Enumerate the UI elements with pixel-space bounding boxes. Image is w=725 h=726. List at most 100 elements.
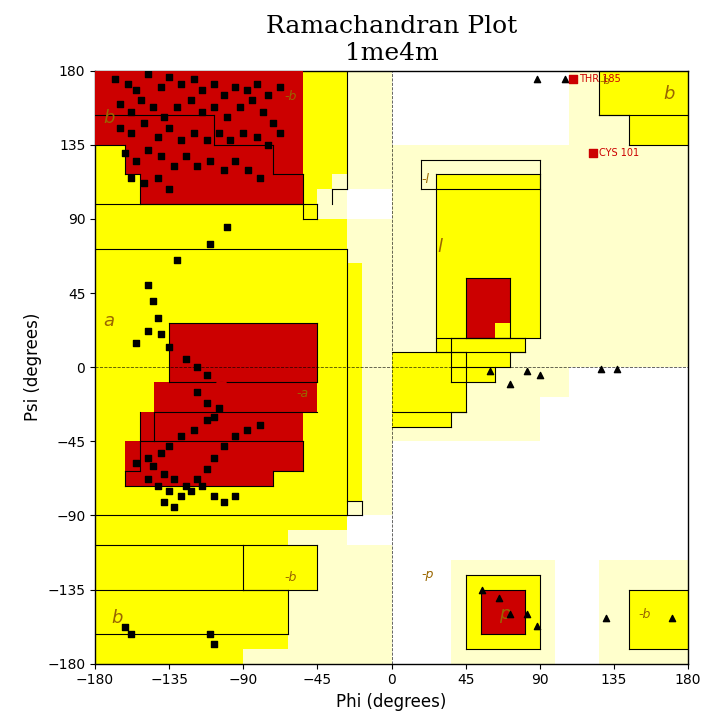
Point: [229, 81, 241, 93]
Point: [159, 497, 170, 508]
Point: [147, 101, 159, 113]
Point: [142, 144, 154, 155]
Point: [218, 164, 229, 176]
Point: [163, 485, 175, 497]
Point: [130, 85, 142, 97]
Text: -b: -b: [639, 608, 651, 621]
Point: [213, 128, 225, 139]
Point: [196, 480, 208, 492]
Point: [191, 160, 203, 172]
Point: [125, 628, 137, 640]
Point: [130, 337, 142, 348]
Text: -b: -b: [284, 90, 297, 103]
Point: [238, 128, 249, 139]
Text: b: b: [112, 608, 123, 627]
Point: [600, 612, 611, 624]
Point: [175, 134, 186, 146]
Point: [119, 147, 130, 159]
Text: CYS 101: CYS 101: [599, 148, 639, 158]
Point: [185, 485, 196, 497]
Text: A: A: [214, 373, 228, 391]
Bar: [95, 70, 214, 115]
Point: [208, 452, 220, 464]
Point: [142, 473, 154, 485]
Text: -p: -p: [421, 568, 434, 581]
Bar: [244, 590, 288, 634]
Point: [196, 85, 208, 97]
Bar: [392, 397, 540, 441]
Point: [147, 460, 159, 472]
Point: [109, 73, 120, 85]
Bar: [95, 634, 244, 664]
Point: [241, 424, 252, 436]
Point: [159, 111, 170, 123]
Text: l: l: [438, 238, 443, 256]
Bar: [465, 278, 510, 323]
Bar: [169, 323, 318, 382]
Point: [188, 128, 199, 139]
Point: [175, 431, 186, 442]
Bar: [436, 338, 525, 352]
Bar: [481, 590, 525, 634]
Point: [155, 447, 167, 459]
Point: [204, 238, 216, 250]
Bar: [214, 70, 273, 145]
Point: [155, 150, 167, 162]
Bar: [629, 590, 688, 649]
Point: [521, 364, 532, 376]
Bar: [332, 219, 347, 248]
Text: b: b: [103, 110, 115, 128]
Point: [251, 131, 262, 142]
Point: [152, 172, 163, 184]
Bar: [347, 264, 362, 501]
Bar: [436, 174, 540, 338]
Point: [505, 378, 516, 389]
Bar: [214, 515, 288, 545]
Point: [180, 150, 191, 162]
Point: [202, 463, 213, 475]
Point: [175, 490, 186, 502]
Point: [268, 118, 279, 129]
Bar: [95, 515, 214, 545]
Bar: [629, 115, 688, 145]
Bar: [465, 323, 495, 338]
Bar: [95, 545, 244, 590]
Point: [136, 94, 147, 106]
Point: [242, 164, 254, 176]
Bar: [302, 204, 318, 219]
Point: [180, 353, 191, 364]
Bar: [569, 70, 688, 367]
Point: [202, 398, 213, 409]
Point: [152, 312, 163, 324]
Text: THR 185: THR 185: [579, 74, 621, 84]
Point: [175, 78, 186, 90]
Bar: [288, 515, 347, 530]
Bar: [347, 219, 392, 515]
Point: [262, 89, 274, 101]
Point: [246, 94, 257, 106]
Point: [152, 480, 163, 492]
Bar: [392, 412, 451, 426]
Point: [208, 101, 220, 113]
Y-axis label: Psi (degrees): Psi (degrees): [24, 313, 41, 421]
Point: [114, 98, 125, 110]
Point: [218, 441, 229, 452]
Text: B: B: [115, 70, 128, 88]
Point: [254, 419, 265, 431]
Point: [188, 424, 199, 436]
Point: [188, 73, 199, 85]
Point: [208, 78, 220, 90]
Point: [138, 118, 150, 129]
Point: [125, 172, 137, 184]
Point: [531, 620, 542, 632]
Bar: [451, 560, 555, 664]
Bar: [95, 70, 347, 219]
Point: [224, 134, 236, 146]
Point: [257, 106, 269, 118]
Point: [119, 621, 130, 633]
Point: [142, 279, 154, 290]
Point: [155, 328, 167, 340]
Point: [168, 160, 180, 172]
Text: p: p: [499, 605, 510, 623]
Point: [208, 490, 220, 502]
